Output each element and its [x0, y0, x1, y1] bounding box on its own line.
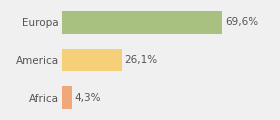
- Text: 4,3%: 4,3%: [74, 93, 101, 103]
- Text: 26,1%: 26,1%: [125, 55, 158, 65]
- Bar: [62, 49, 122, 71]
- Text: 69,6%: 69,6%: [225, 17, 258, 27]
- Bar: [62, 86, 71, 109]
- Bar: [62, 11, 222, 34]
